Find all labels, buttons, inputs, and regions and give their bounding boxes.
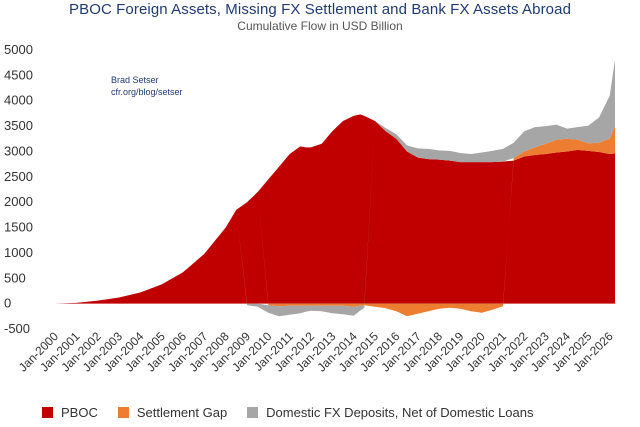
legend-item: Domestic FX Deposits, Net of Domestic Lo… [247, 405, 534, 420]
legend-swatch [247, 407, 259, 418]
y-tick-label: 3000 [4, 143, 33, 158]
legend-label: PBOC [61, 405, 98, 420]
y-tick-label: 2000 [4, 194, 33, 209]
legend-swatch [117, 407, 129, 418]
y-tick-label: 1000 [4, 245, 33, 260]
chart-title: PBOC Foreign Assets, Missing FX Settleme… [68, 1, 572, 18]
legend-swatch [42, 407, 53, 418]
y-axis: 5000450040003500300025002000150010005000… [4, 42, 33, 336]
y-tick-label: 3500 [4, 118, 33, 133]
legend-item: Settlement Gap [117, 405, 228, 420]
area-layer [55, 59, 615, 317]
y-tick-label: 2500 [4, 169, 33, 184]
legend-label: Domestic FX Deposits, Net of Domestic Lo… [266, 405, 534, 420]
chart-subtitle: Cumulative Flow in USD Billion [237, 19, 403, 33]
y-tick-label: 4000 [4, 93, 33, 108]
annotation-source: cfr.org/blog/setser [111, 87, 183, 97]
annotation-author: Brad Setser [111, 75, 159, 85]
legend: PBOC Settlement Gap Domestic FX Deposits, … [42, 405, 554, 420]
y-tick-label: 1500 [4, 220, 33, 235]
series-area-pboc [55, 114, 615, 304]
area-chart: 5000450040003500300025002000150010005000… [4, 42, 616, 375]
y-tick-label: 500 [4, 270, 26, 285]
x-axis: Jan-2000Jan-2001Jan-2002Jan-2003Jan-2004… [16, 329, 616, 375]
y-tick-label: 4500 [4, 67, 33, 82]
y-tick-label: 5000 [4, 42, 33, 57]
y-tick-label: 0 [4, 296, 11, 311]
series-area-settlement-gap [55, 125, 615, 317]
y-tick-label: -500 [4, 321, 30, 336]
legend-label: Settlement Gap [136, 405, 228, 420]
legend-item: PBOC [42, 405, 98, 420]
